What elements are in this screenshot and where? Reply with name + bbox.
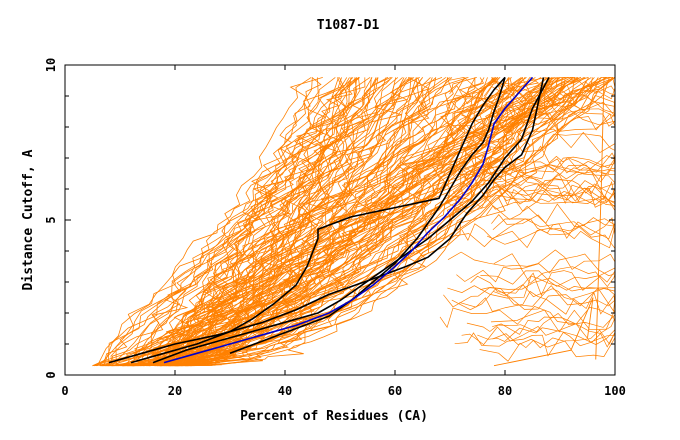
model-curve [447,249,616,270]
model-curve [443,285,616,308]
model-curve [480,267,616,287]
model-curve [130,77,494,367]
model-curve [449,77,616,94]
model-curve [100,77,579,367]
x-tick-label: 80 [498,384,512,398]
y-axis-label: Distance Cutoff, A [21,149,36,290]
y-tick-label: 5 [44,216,58,223]
highlight-curve-1 [152,77,550,364]
model-curve [120,77,616,367]
model-curve [491,133,616,153]
x-tick-label: 100 [604,384,626,398]
model-curve [483,156,616,181]
model-curve [449,80,616,107]
model-curve [493,284,616,300]
model-curve [140,77,566,367]
chart-title: T1087-D1 [317,18,380,33]
model-curve [450,89,616,114]
model-curve [466,312,616,333]
x-tick-label: 40 [278,384,292,398]
model-curve [461,323,616,346]
model-curve [488,128,616,154]
model-curve [174,77,447,367]
model-curve [461,218,616,241]
model-curve [481,145,616,170]
model-curve [161,77,485,366]
model-curve [448,191,616,214]
model-curve [486,226,616,249]
model-curve [133,77,391,366]
y-tick-label: 0 [44,371,58,378]
model-curves [92,77,616,367]
model-curve [200,77,393,366]
model-curve [492,316,616,335]
model-curve [159,77,554,367]
model-curve [189,77,424,367]
model-curve [480,185,616,205]
x-axis-label: Percent of Residues (CA) [240,409,428,424]
model-curve [493,297,594,367]
model-curve [159,77,453,367]
model-curve [452,112,616,139]
model-curve [447,275,616,299]
model-curve [486,203,616,228]
model-curve [470,270,616,297]
model-curve [147,77,377,366]
model-curve [492,329,616,348]
model-curve [190,77,593,367]
model-curve [137,77,387,367]
model-curve [595,77,605,360]
model-curve [194,77,371,367]
model-curve [480,277,616,296]
model-curve [107,77,607,366]
model-curve [137,77,526,367]
highlight-curves [108,76,550,364]
model-curve [441,155,616,175]
model-curve [458,161,616,186]
model-curve [132,77,565,367]
model-curve [482,172,616,196]
model-curve [185,77,420,366]
highlight-curve-2 [108,77,545,364]
model-curve [454,190,616,210]
x-tick-label: 0 [61,384,68,398]
model-curve [444,182,616,208]
x-tick-label: 20 [168,384,182,398]
x-tick-label: 60 [388,384,402,398]
model-curve [150,77,342,366]
highlight-curve-4 [229,77,506,355]
axes: 0 20 40 60 80 100 0 5 10 [44,58,626,398]
model-curve [491,214,616,232]
model-curve [111,77,422,366]
model-curve [439,165,616,190]
model-curve [165,77,360,366]
model-curve [486,185,616,206]
model-curve [481,94,616,116]
model-curve [490,309,616,333]
model-curve [163,77,549,367]
model-curve [167,77,451,367]
model-curve [181,77,377,367]
model-curve [447,110,616,135]
model-curve [103,77,485,366]
model-curve [439,305,616,329]
model-curve [452,184,616,209]
model-curve [449,226,616,249]
model-curve [483,85,616,106]
model-curve [104,77,354,367]
model-curve [130,77,592,367]
model-curve [452,165,616,189]
highlight-curve-3 [130,76,506,364]
model-curve [479,337,616,362]
highlight-curve-5 [163,76,534,364]
model-curve [115,77,319,367]
model-curve [134,77,616,366]
model-curve [160,77,522,366]
y-tick-label: 10 [44,58,58,72]
model-curve [143,77,336,367]
